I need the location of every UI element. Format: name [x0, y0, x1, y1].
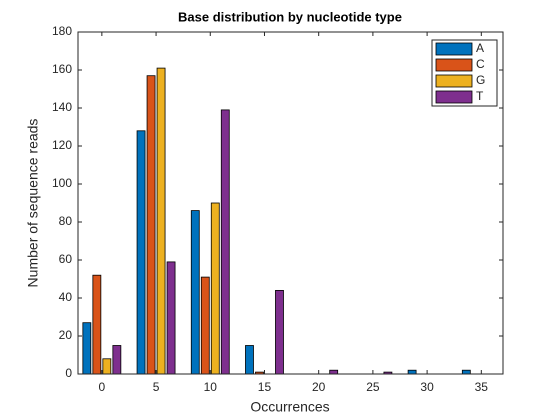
y-tick-label: 160 — [52, 62, 72, 76]
bar — [156, 67, 166, 375]
x-tick-label: 5 — [153, 380, 160, 394]
legend-swatch — [435, 90, 473, 104]
bar — [190, 210, 200, 375]
x-tick-label: 35 — [475, 380, 489, 394]
x-tick-label: 0 — [99, 380, 106, 394]
bar — [407, 369, 417, 375]
y-tick-label: 100 — [52, 176, 72, 190]
bar — [200, 276, 210, 375]
legend-label: T — [476, 89, 484, 103]
y-tick-label: 80 — [59, 214, 73, 228]
legend-swatch — [435, 42, 473, 56]
x-tick-label: 25 — [366, 380, 380, 394]
x-axis-label: Occurrences — [250, 399, 329, 415]
bar — [102, 358, 112, 375]
y-tick-label: 60 — [59, 252, 73, 266]
y-axis-label: Number of sequence reads — [25, 119, 41, 288]
y-tick-label: 180 — [52, 24, 72, 38]
x-tick-label: 30 — [420, 380, 434, 394]
y-tick-label: 120 — [52, 138, 72, 152]
bar — [275, 289, 284, 375]
chart-title: Base distribution by nucleotide type — [178, 9, 402, 24]
legend-swatch — [435, 58, 473, 72]
bar — [136, 130, 146, 375]
x-tick-label: 10 — [204, 380, 218, 394]
bar — [461, 369, 471, 375]
x-tick-label: 20 — [312, 380, 326, 394]
x-tick-label: 15 — [258, 380, 272, 394]
bar — [146, 75, 156, 375]
y-tick-label: 0 — [65, 366, 72, 380]
y-tick-label: 20 — [59, 328, 73, 342]
bar — [329, 369, 339, 375]
bar — [210, 202, 220, 375]
bar — [82, 322, 92, 375]
legend-label: C — [476, 57, 485, 71]
bar — [166, 261, 176, 375]
y-tick-label: 40 — [59, 290, 73, 304]
bar — [245, 345, 254, 375]
axes-box — [77, 31, 504, 375]
legend-label: A — [476, 41, 484, 55]
y-tick-label: 140 — [52, 100, 72, 114]
bar — [112, 345, 122, 375]
bar — [220, 109, 230, 375]
legend-swatch — [435, 74, 473, 88]
bar — [92, 274, 102, 375]
legend-label: G — [476, 73, 485, 87]
